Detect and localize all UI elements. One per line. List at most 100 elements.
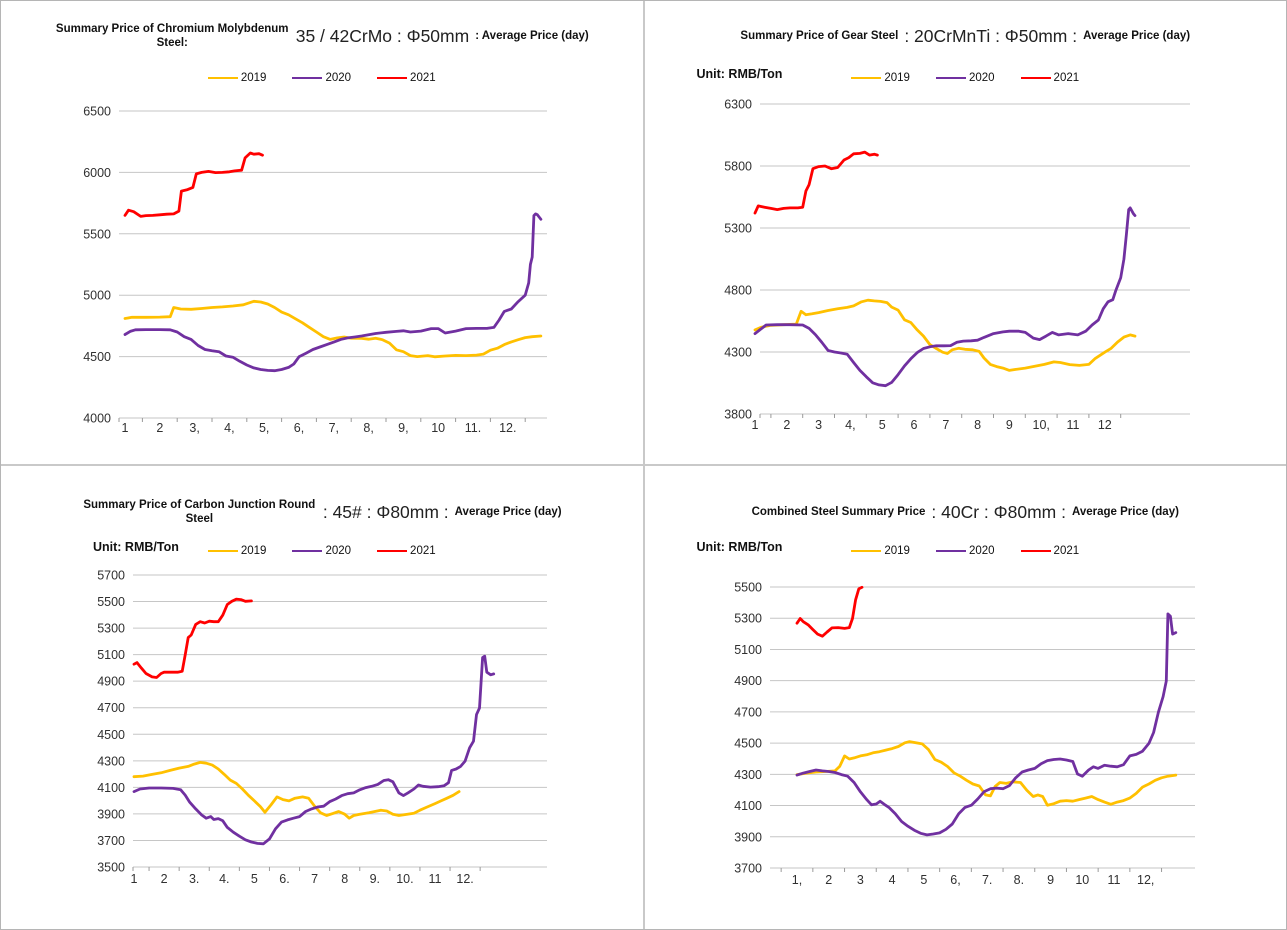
svg-text:12.: 12. (499, 421, 516, 435)
svg-text:8: 8 (341, 872, 348, 886)
legend-line-swatch (292, 550, 323, 552)
svg-text:5100: 5100 (734, 643, 762, 657)
svg-text:6300: 6300 (724, 98, 752, 112)
chart-title-prefix: Summary Price of Chromium Molybdenum Ste… (55, 22, 289, 49)
svg-text:3500: 3500 (97, 861, 125, 875)
svg-text:9: 9 (1005, 418, 1012, 432)
chart-title-prefix: Combined Steel Summary Price (751, 505, 926, 518)
svg-text:6500: 6500 (83, 105, 111, 119)
svg-text:1: 1 (122, 421, 129, 435)
legend-line-swatch (1020, 77, 1051, 79)
svg-text:5,: 5, (259, 421, 269, 435)
svg-text:4500: 4500 (734, 737, 762, 751)
svg-text:10,: 10, (1032, 418, 1049, 432)
chart-title: Combined Steel Summary Price : 40Cr : Φ8… (645, 466, 1287, 536)
svg-text:8.: 8. (1013, 873, 1023, 887)
chart-meta-row: Unit: RMB/Ton 2019 2020 2021 (1, 536, 643, 566)
svg-text:3700: 3700 (97, 834, 125, 848)
svg-text:2: 2 (156, 421, 163, 435)
svg-text:5: 5 (920, 873, 927, 887)
svg-text:7: 7 (942, 418, 949, 432)
svg-text:8,: 8, (363, 421, 373, 435)
svg-text:7: 7 (311, 872, 318, 886)
svg-text:12,: 12, (1137, 873, 1154, 887)
chart-panel-gear-steel: Summary Price of Gear Steel : 20CrMnTi :… (644, 1, 1287, 464)
legend-item-2020: 2020 (935, 72, 995, 84)
svg-text:2: 2 (825, 873, 832, 887)
svg-text:4,: 4, (845, 418, 855, 432)
svg-text:5: 5 (878, 418, 885, 432)
chart-title-suffix: Average Price (day) (454, 505, 562, 518)
chart-title-spec: : 20CrMnTi : Φ50mm : (904, 25, 1078, 46)
chart-title-suffix: Average Price (day) (1071, 505, 1179, 518)
legend-line-swatch (292, 77, 323, 79)
legend-item-2021: 2021 (377, 545, 436, 557)
chart-title: Summary Price of Carbon Junction Round S… (1, 466, 643, 536)
line-chart-plot: 4000 4500 5000 5500 6000 6500 1 2 3, 4, 5, 6, 7, 8, 9,… (83, 105, 547, 435)
legend-line-swatch (377, 550, 408, 552)
svg-text:8: 8 (974, 418, 981, 432)
svg-text:1: 1 (131, 872, 138, 886)
svg-text:9,: 9, (398, 421, 408, 435)
legend-item-2021: 2021 (1020, 72, 1079, 84)
svg-text:3900: 3900 (734, 830, 762, 844)
svg-text:7.: 7. (981, 873, 991, 887)
svg-text:10: 10 (1075, 873, 1089, 887)
svg-text:3800: 3800 (724, 408, 752, 422)
chart-legend: 2019 2020 2021 (207, 545, 436, 557)
line-chart-plot: 3700 3900 4100 4300 4500 4700 4900 5100 5300 5500… (734, 581, 1195, 887)
chart-panel-combined-steel: Combined Steel Summary Price : 40Cr : Φ8… (644, 466, 1287, 929)
svg-text:4700: 4700 (734, 705, 762, 719)
legend-line-swatch (207, 550, 238, 552)
chart-meta-row: 2019 2020 2021 (1, 63, 643, 93)
svg-text:6,: 6, (950, 873, 960, 887)
chart-meta-row: Unit: RMB/Ton 2019 2020 2021 (645, 63, 1287, 93)
svg-text:6,: 6, (294, 421, 304, 435)
legend-line-swatch (935, 77, 966, 79)
chart-title: Summary Price of Gear Steel : 20CrMnTi :… (645, 1, 1287, 63)
chart-title-prefix: Summary Price of Carbon Junction Round S… (83, 498, 316, 525)
svg-text:4,: 4, (224, 421, 234, 435)
line-chart-plot: 3500 3700 3900 4100 4300 4500 4700 4900 5100 5300… (97, 569, 547, 886)
svg-text:6000: 6000 (83, 166, 111, 180)
svg-text:4300: 4300 (734, 768, 762, 782)
svg-text:4100: 4100 (734, 799, 762, 813)
svg-text:2: 2 (783, 418, 790, 432)
svg-text:5700: 5700 (97, 569, 125, 583)
legend-line-swatch (207, 77, 238, 79)
svg-text:9.: 9. (370, 872, 380, 886)
legend-item-2021: 2021 (377, 72, 436, 84)
svg-text:3.: 3. (189, 872, 199, 886)
svg-text:4: 4 (888, 873, 895, 887)
legend-line-swatch (851, 77, 882, 79)
chart-title-suffix: : Average Price (day) (475, 29, 589, 42)
svg-text:5: 5 (251, 872, 258, 886)
unit-label: Unit: RMB/Ton (696, 67, 783, 81)
svg-text:6.: 6. (279, 872, 289, 886)
chart-title-spec: : 45# : Φ80mm : (322, 501, 449, 522)
chart-legend: 2019 2020 2021 (851, 72, 1079, 84)
chart-meta-row: Unit: RMB/Ton 2019 2020 2021 (645, 536, 1287, 566)
legend-item-2019: 2019 (851, 72, 910, 84)
chart-title-spec: : 40Cr : Φ80mm : (931, 501, 1066, 522)
legend-line-swatch (935, 550, 966, 552)
svg-text:12.: 12. (456, 872, 473, 886)
svg-text:5300: 5300 (724, 222, 752, 236)
chart-panel-chromium-molybdenum: Summary Price of Chromium Molybdenum Ste… (1, 1, 643, 464)
svg-text:1,: 1, (791, 873, 801, 887)
svg-text:11.: 11. (465, 421, 481, 435)
svg-text:10.: 10. (396, 872, 413, 886)
svg-text:4300: 4300 (97, 754, 125, 768)
svg-text:4000: 4000 (83, 412, 111, 426)
svg-text:9: 9 (1047, 873, 1054, 887)
chart-title-spec: 35 / 42CrMo : Φ50mm (295, 25, 470, 46)
svg-text:11: 11 (1066, 418, 1079, 432)
svg-text:4900: 4900 (734, 674, 762, 688)
svg-text:7,: 7, (329, 421, 339, 435)
svg-text:3: 3 (815, 418, 822, 432)
legend-item-2019: 2019 (207, 545, 266, 557)
svg-text:12: 12 (1097, 418, 1111, 432)
legend-item-2021: 2021 (1020, 545, 1079, 557)
svg-text:4.: 4. (219, 872, 229, 886)
svg-text:5300: 5300 (97, 622, 125, 636)
